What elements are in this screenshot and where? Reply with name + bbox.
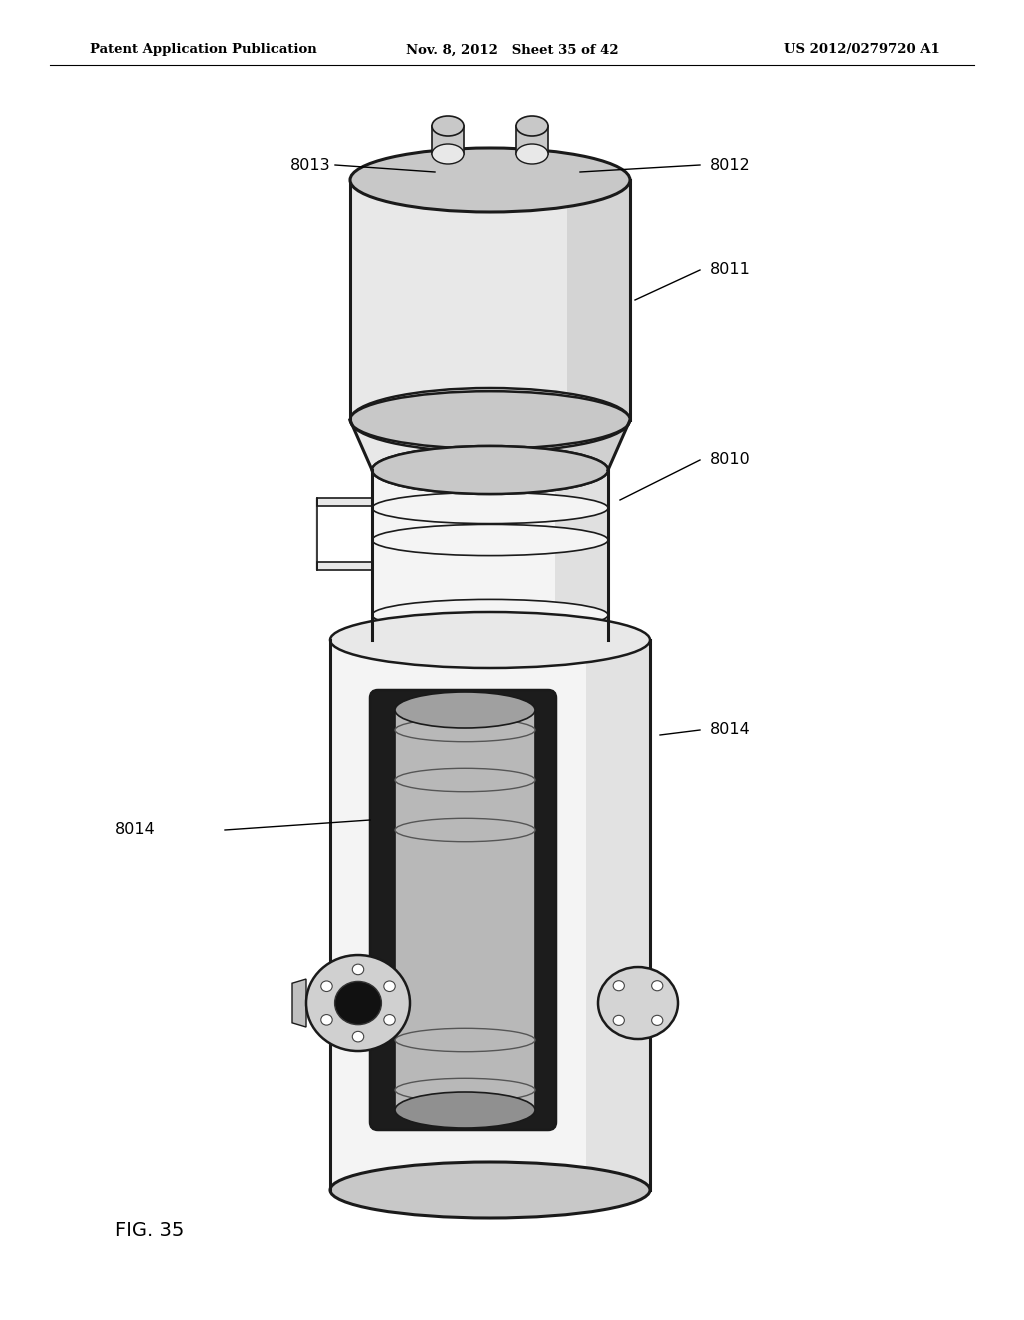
Text: 8014: 8014 [710,722,751,738]
Polygon shape [350,420,630,470]
Ellipse shape [306,956,410,1051]
Polygon shape [330,640,650,1191]
Ellipse shape [372,599,608,631]
FancyBboxPatch shape [370,690,556,1130]
Ellipse shape [330,1162,650,1218]
Text: US 2012/0279720 A1: US 2012/0279720 A1 [784,44,940,57]
Ellipse shape [613,981,625,991]
Ellipse shape [352,964,364,974]
Ellipse shape [395,1078,535,1102]
Ellipse shape [350,388,630,451]
Ellipse shape [372,616,608,664]
Polygon shape [586,640,650,1191]
Ellipse shape [330,612,650,668]
Ellipse shape [321,1015,332,1026]
Ellipse shape [395,692,535,729]
Ellipse shape [372,492,608,524]
Text: Nov. 8, 2012   Sheet 35 of 42: Nov. 8, 2012 Sheet 35 of 42 [406,44,618,57]
Polygon shape [315,498,317,570]
Ellipse shape [384,1015,395,1026]
Ellipse shape [651,1015,663,1026]
Polygon shape [432,125,464,154]
Ellipse shape [350,391,630,449]
Polygon shape [555,470,608,640]
Ellipse shape [432,144,464,164]
Polygon shape [555,420,630,470]
Text: 8011: 8011 [710,263,751,277]
Ellipse shape [395,718,535,742]
Polygon shape [372,470,608,640]
Ellipse shape [516,144,548,164]
Ellipse shape [613,1015,625,1026]
Polygon shape [638,985,658,1022]
Polygon shape [516,125,548,154]
Text: 8014: 8014 [115,822,156,837]
Ellipse shape [350,148,630,213]
Ellipse shape [335,982,381,1024]
Text: FIG. 35: FIG. 35 [115,1221,184,1239]
Ellipse shape [372,446,608,494]
Polygon shape [292,979,306,1027]
Ellipse shape [516,116,548,136]
Ellipse shape [395,768,535,792]
Ellipse shape [384,981,395,991]
Ellipse shape [372,446,608,494]
Ellipse shape [395,1028,535,1052]
Ellipse shape [321,981,332,991]
Text: 8013: 8013 [290,157,331,173]
Polygon shape [317,498,372,506]
Polygon shape [350,180,630,420]
Ellipse shape [352,1031,364,1041]
Ellipse shape [372,524,608,556]
Text: 8012: 8012 [710,157,751,173]
Text: Patent Application Publication: Patent Application Publication [90,44,316,57]
Polygon shape [317,562,372,570]
Ellipse shape [432,116,464,136]
Ellipse shape [395,818,535,842]
Ellipse shape [598,968,678,1039]
Polygon shape [395,710,535,1110]
Text: 8010: 8010 [710,453,751,467]
Ellipse shape [395,1092,535,1129]
Ellipse shape [651,981,663,991]
Polygon shape [567,180,630,420]
